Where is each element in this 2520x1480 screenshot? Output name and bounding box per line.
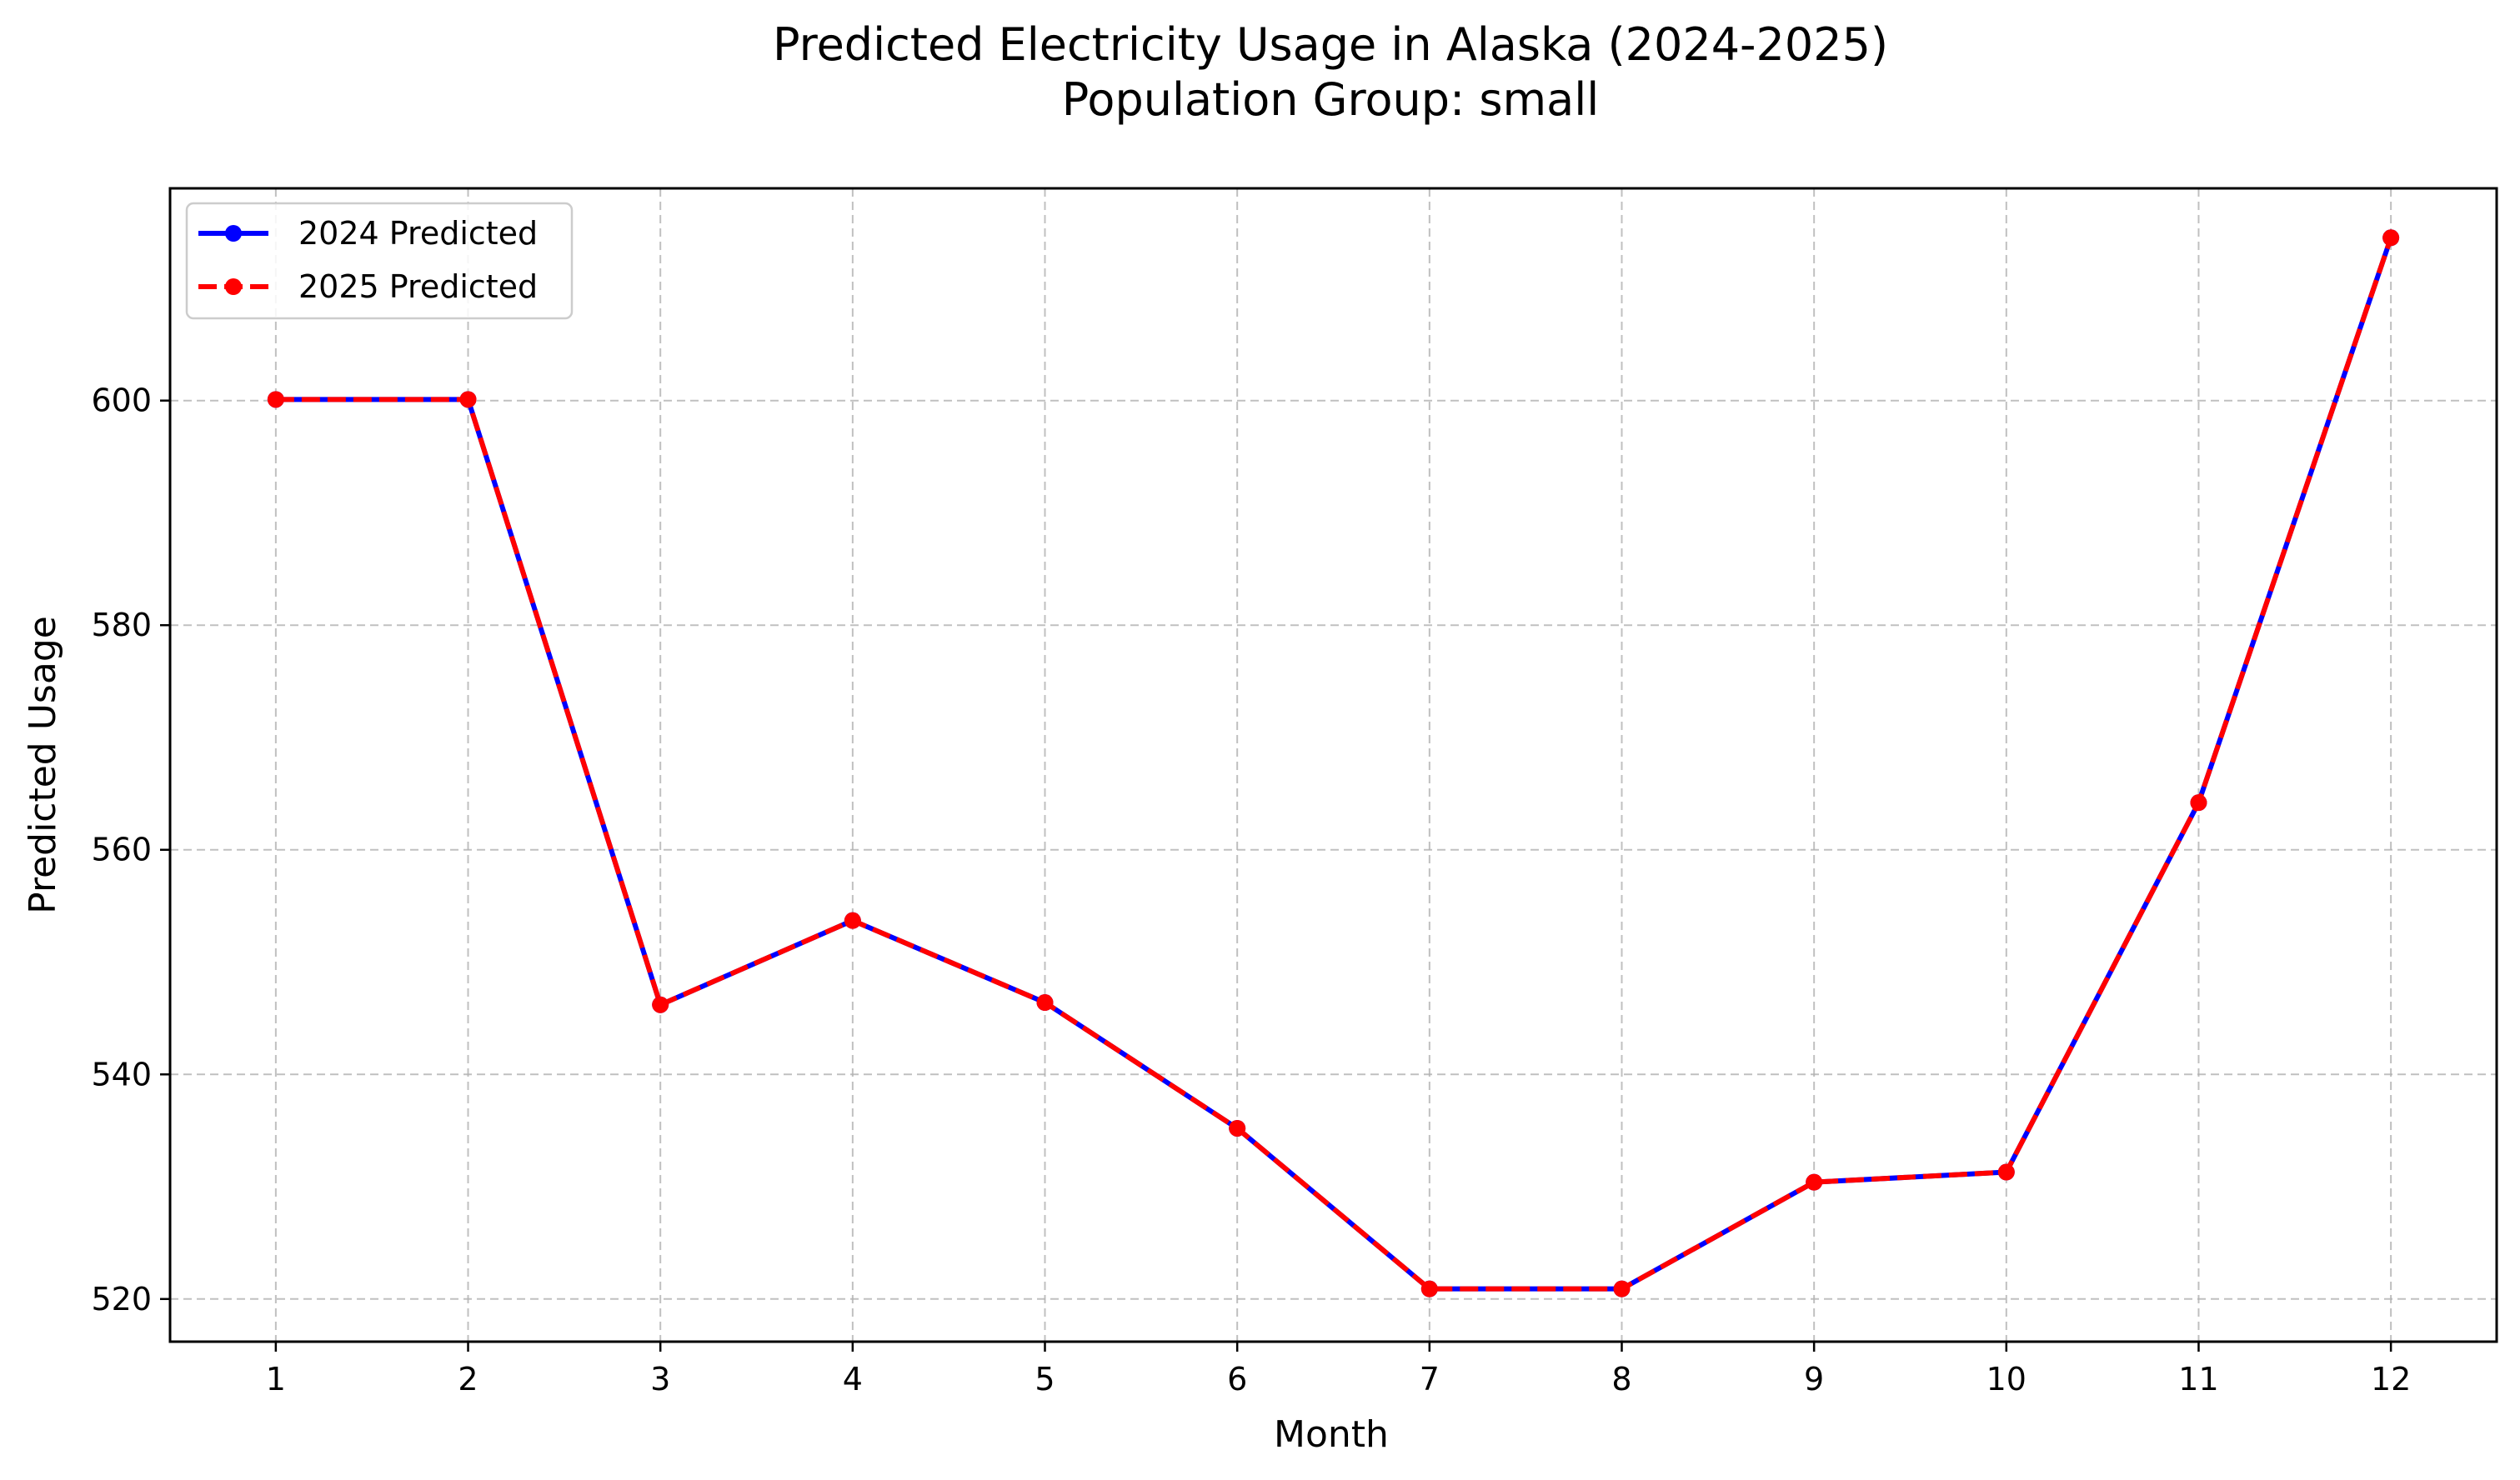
data-point-2025-month-5: [1036, 994, 1054, 1012]
data-point-2025-month-7: [1420, 1280, 1438, 1298]
data-point-2025-month-8: [1613, 1280, 1631, 1298]
x-tick-label: 4: [843, 1361, 863, 1398]
y-tick-label: 560: [91, 832, 152, 868]
y-tick-label: 520: [91, 1281, 152, 1318]
data-point-2025-month-2: [459, 391, 477, 408]
legend: 2024 Predicted 2025 Predicted: [185, 202, 574, 320]
x-axis-label: Month: [1274, 1413, 1389, 1456]
legend-label-2025: 2025 Predicted: [298, 268, 538, 305]
data-point-2025-month-11: [2190, 794, 2207, 812]
data-point-2025-month-12: [2382, 229, 2400, 247]
x-tick-label: 5: [1035, 1361, 1055, 1398]
x-tick-label: 8: [1611, 1361, 1631, 1398]
x-tick-label: 10: [1986, 1361, 2027, 1398]
series-line-2024-predicted: [275, 237, 2393, 1292]
legend-marker-2025: [225, 278, 242, 295]
data-point-2025-month-1: [267, 391, 284, 408]
data-point-2025-month-9: [1806, 1173, 1823, 1191]
y-tick-label: 540: [91, 1056, 152, 1092]
data-point-2025-month-6: [1229, 1119, 1246, 1137]
legend-marker-2024: [225, 225, 242, 242]
series-layer: [267, 229, 2400, 1298]
grid: [170, 188, 2497, 1342]
x-tick-label: 3: [650, 1361, 670, 1398]
data-point-2025-month-3: [652, 996, 669, 1013]
x-tick-label: 7: [1420, 1361, 1440, 1398]
x-tick-label: 6: [1227, 1361, 1247, 1398]
x-tick-label: 1: [266, 1361, 286, 1398]
x-tick-label: 11: [2178, 1361, 2218, 1398]
y-tick-label: 580: [91, 607, 152, 643]
plot-frame: [168, 187, 2498, 1343]
legend-label-2024: 2024 Predicted: [298, 215, 538, 252]
y-axis-label: Predicted Usage: [22, 616, 64, 914]
x-tick-label: 12: [2371, 1361, 2411, 1398]
x-tick-label: 9: [1804, 1361, 1824, 1398]
data-point-2025-month-4: [844, 912, 861, 929]
legend-frame: [185, 202, 574, 320]
chart-subtitle: Population Group: small: [1062, 73, 1599, 126]
chart-title: Predicted Electricity Usage in Alaska (2…: [773, 18, 1888, 71]
data-point-2025-month-10: [1997, 1163, 2015, 1181]
x-tick-label: 2: [458, 1361, 478, 1398]
y-tick-label: 600: [91, 382, 152, 419]
